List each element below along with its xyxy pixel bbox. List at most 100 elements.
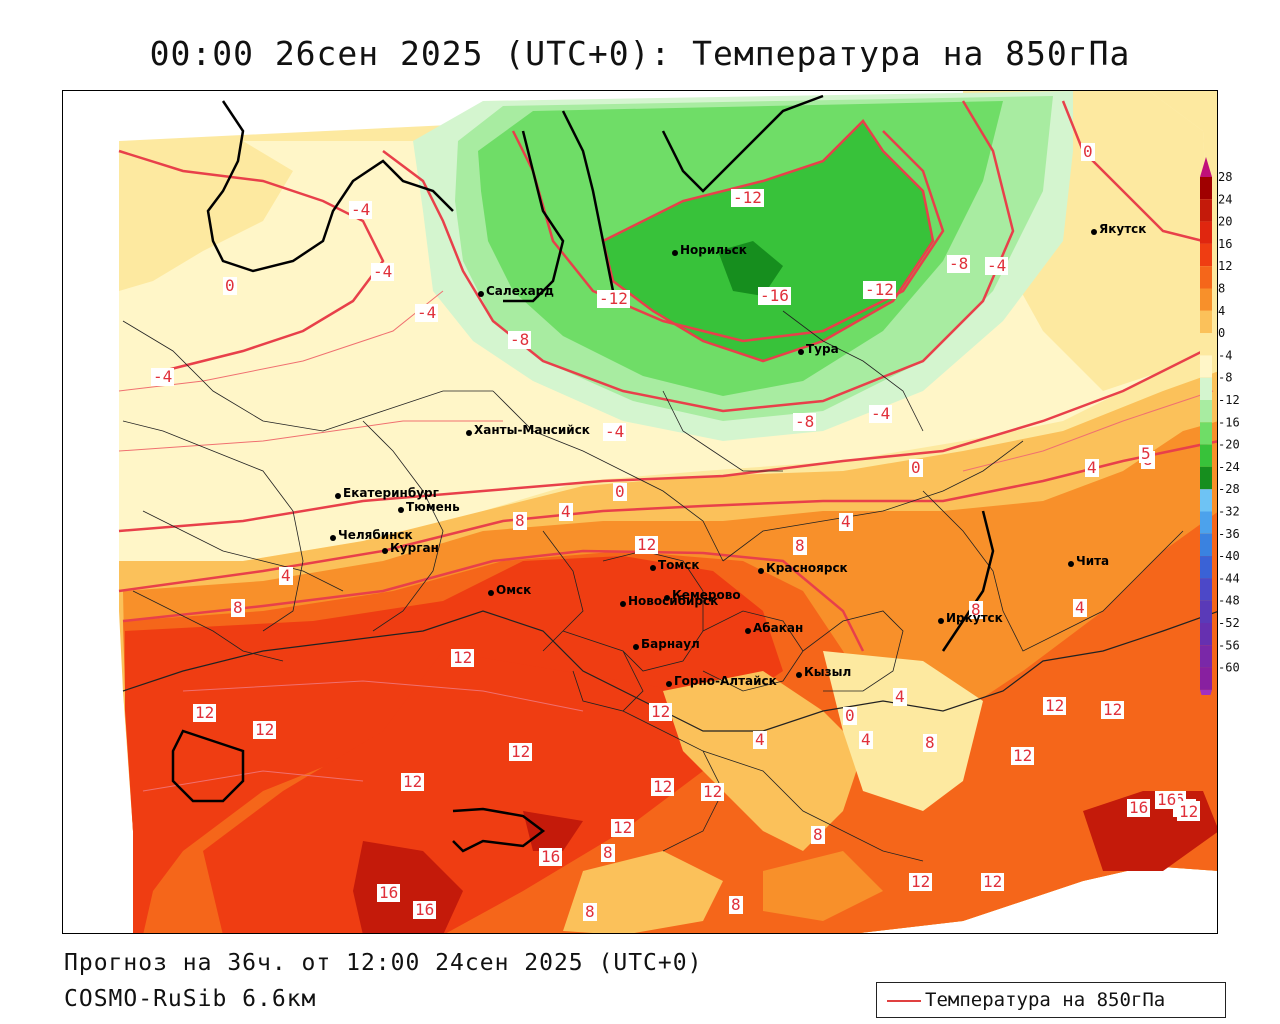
- colorbar-tick-label: -32: [1218, 505, 1240, 519]
- warm-zone-12c: [203, 651, 703, 933]
- warm-zone-12b: [125, 556, 783, 933]
- city-label: Салехард: [486, 284, 554, 298]
- colorbar-segment: [1200, 221, 1212, 244]
- contour-value-label: 12: [635, 535, 659, 554]
- model-name: COSMO-RuSib 6.6км: [64, 986, 317, 1012]
- city-label: Курган: [390, 541, 439, 555]
- city-marker: [796, 672, 802, 678]
- colorbar-tick-label: -48: [1218, 594, 1240, 608]
- map-title: 00:00 26сен 2025 (UTC+0): Температура на…: [149, 34, 1131, 73]
- contour-value-label: -4: [151, 367, 175, 386]
- contour-value-label: 12: [981, 872, 1005, 891]
- contour-value-label: -4: [603, 422, 627, 441]
- contour-value-label: -12: [731, 188, 764, 207]
- contour-value-label: 8: [969, 600, 983, 619]
- city-marker: [478, 291, 484, 297]
- city-marker: [672, 250, 678, 256]
- contour-value-label: -4: [371, 262, 395, 281]
- colorbar-tick-label: -24: [1218, 460, 1240, 474]
- coastlines: [171, 94, 995, 853]
- contour-value-label: 8: [513, 511, 527, 530]
- contour-value-label: -16: [758, 286, 791, 305]
- city-label: Якутск: [1099, 222, 1147, 236]
- colorbar-segment: [1200, 422, 1212, 445]
- contour-value-label: 12: [909, 872, 933, 891]
- contour-value-label: -4: [985, 256, 1009, 275]
- map-canvas: [118, 91, 1217, 933]
- city-label: Горно-Алтайск: [674, 674, 777, 688]
- contour-value-label: -4: [349, 200, 373, 219]
- contour-value-label: 16: [377, 883, 401, 902]
- contour-label-layer: -12 -16 -12 -12 -8 -8 -4 -4 -4 -4 -4 -4 -8 -4 0 0 0 0 4 4 4 4…: [63, 91, 1217, 933]
- contour-value-label: 8: [811, 825, 825, 844]
- colorbar-tick-label: 0: [1218, 326, 1225, 340]
- colorbar-tick-label: 8: [1218, 282, 1225, 296]
- city-label: Томск: [658, 558, 700, 572]
- city-marker: [664, 595, 670, 601]
- city-marker: [620, 601, 626, 607]
- contour-value-label: 12: [1043, 696, 1067, 715]
- city-label: Красноярск: [766, 561, 848, 575]
- colorbar-segment: [1200, 199, 1212, 222]
- city-marker: [330, 535, 336, 541]
- colorbar-segment: [1200, 533, 1212, 557]
- contour-value-label: 12: [451, 648, 475, 667]
- contour-value-label: -8: [793, 412, 817, 431]
- contour-value-label: 12: [253, 720, 277, 739]
- city-marker: [758, 568, 764, 574]
- colorbar-segment: [1200, 600, 1212, 623]
- city-marker: [466, 430, 472, 436]
- city-marker: [382, 548, 388, 554]
- contour-value-label: 4: [753, 730, 767, 749]
- temperature-colorbar: 28 24 20 16 12 8 4 0 -4 -8 -12 -16 -20 -24 -28 -32 -36 -4…: [1198, 155, 1268, 710]
- contour-lines-thin: [118, 290, 1214, 792]
- contour-value-label: 12: [1101, 700, 1125, 719]
- colorbar-bottom-arrow: [1200, 689, 1212, 710]
- contour-value-label: 16: [413, 900, 437, 919]
- colorbar-tick-label: -28: [1218, 482, 1240, 496]
- contour-value-label: 12: [509, 742, 533, 761]
- city-label: Норильск: [680, 243, 747, 257]
- city-label: Тура: [806, 342, 839, 356]
- contour-value-label: 12: [611, 818, 635, 837]
- admin-borders: [122, 310, 1184, 862]
- colorbar-segment: [1200, 466, 1212, 490]
- colorbar-segment: [1200, 511, 1212, 534]
- colorbar-segment: [1200, 489, 1212, 512]
- contour-value-label: 0: [843, 706, 857, 725]
- colorbar-segment: [1200, 355, 1212, 378]
- contour-value-label: 12: [649, 702, 673, 721]
- mountain-patch-3: [563, 851, 723, 933]
- city-label: Кызыл: [804, 665, 852, 679]
- contour-value-label: 16: [1155, 790, 1179, 809]
- colorbar-tick-label: -40: [1218, 549, 1240, 563]
- city-label: Чита: [1076, 554, 1110, 568]
- city-marker: [798, 349, 804, 355]
- colorbar-segment: [1200, 400, 1212, 423]
- city-label: Омск: [496, 583, 532, 597]
- contour-value-label: 4: [859, 730, 873, 749]
- colorbar-tick-label: -60: [1218, 661, 1240, 675]
- legend-label: Температура на 850гПа: [925, 989, 1166, 1011]
- contour-value-label: 12: [1177, 802, 1201, 821]
- city-marker: [1068, 561, 1074, 567]
- contour-value-label: 4: [559, 502, 573, 521]
- colorbar-tick-label: -4: [1218, 348, 1232, 362]
- city-marker: [398, 507, 404, 513]
- contour-value-label: 12: [651, 777, 675, 796]
- legend-line-swatch: [887, 1000, 921, 1002]
- cold-core: [718, 241, 783, 296]
- city-label: Екатеринбург: [343, 486, 439, 500]
- colorbar-segment: [1200, 444, 1212, 467]
- colorbar-tick-label: 4: [1218, 304, 1225, 318]
- city-marker: [666, 681, 672, 687]
- contour-value-label: 4: [893, 687, 907, 706]
- city-label: Тюмень: [406, 500, 460, 514]
- forecast-info: Прогноз на 36ч. от 12:00 24сен 2025 (UTC…: [64, 950, 703, 976]
- contour-value-label: 8: [231, 598, 245, 617]
- city-marker: [488, 590, 494, 596]
- colorbar-segment: [1200, 578, 1212, 601]
- colorbar-tick-label: -12: [1218, 393, 1240, 407]
- contour-value-label: 0: [613, 482, 627, 501]
- city-label: Ханты-Мансийск: [474, 423, 590, 437]
